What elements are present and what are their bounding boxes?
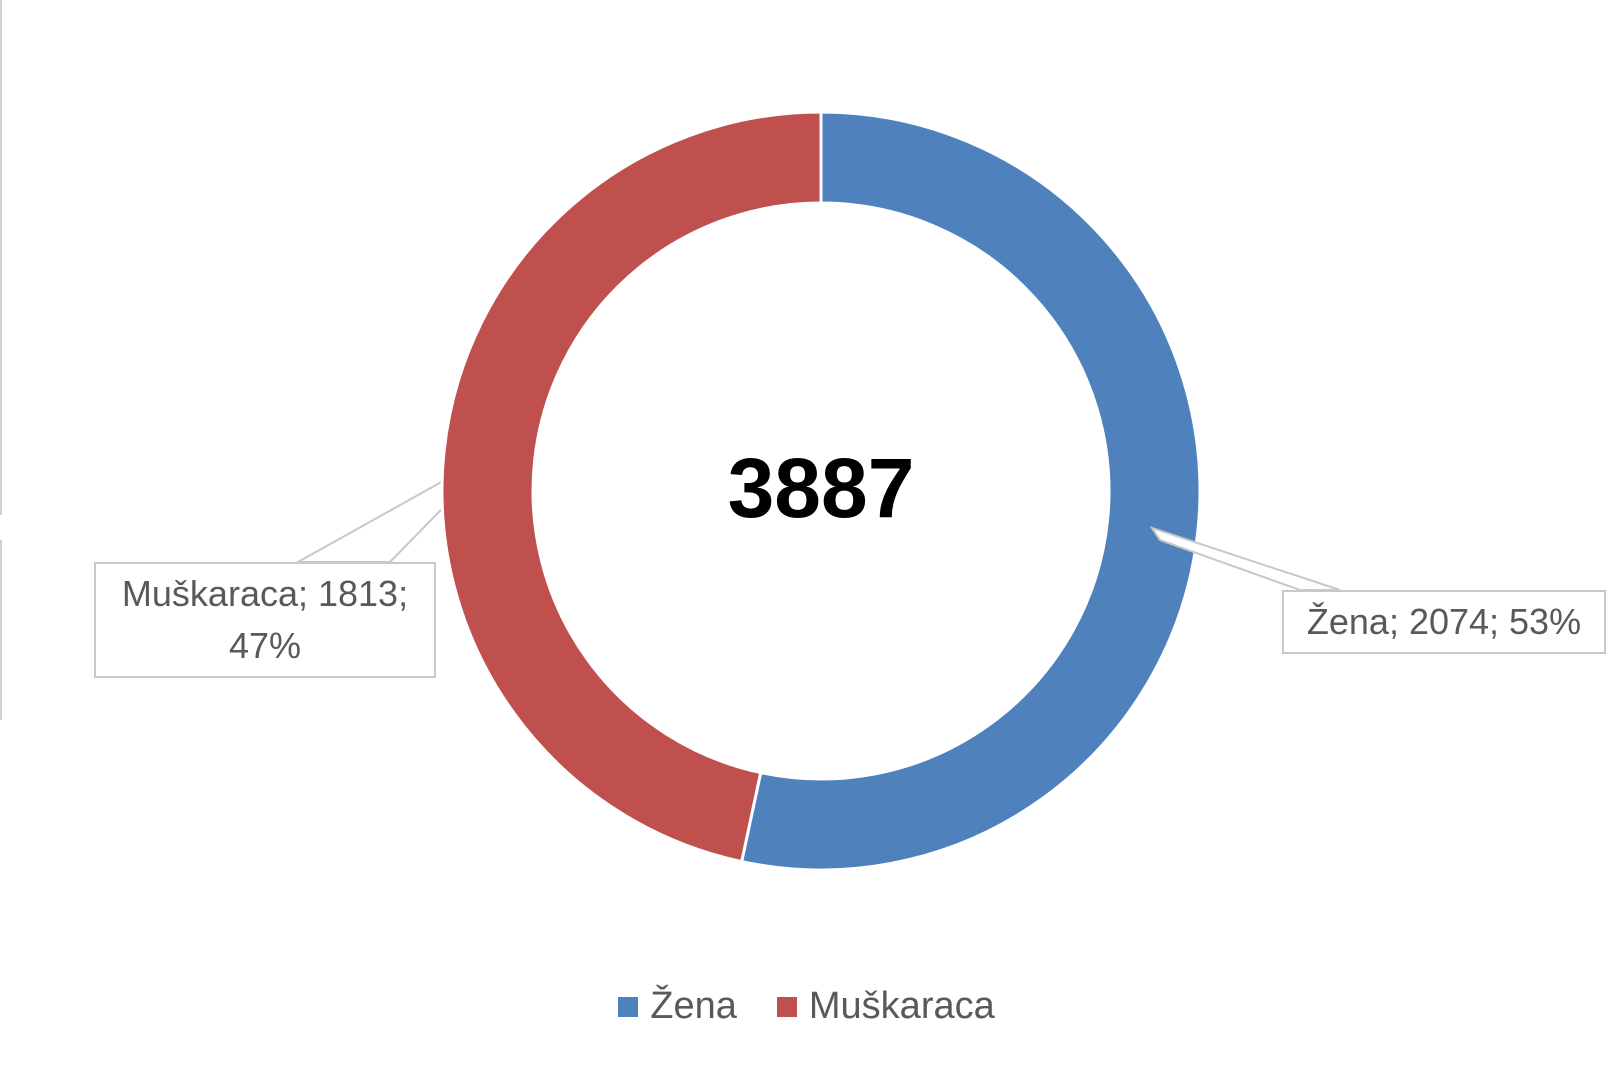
data-label: Žena; 2074; 53% [1282, 590, 1606, 654]
legend-item: Muškaraca [776, 985, 995, 1028]
data-label: Muškaraca; 1813; 47% [94, 562, 436, 678]
legend-item: Žena [618, 985, 737, 1028]
legend-label: Muškaraca [808, 985, 995, 1027]
legend: Žena Muškaraca [0, 985, 1613, 1028]
legend-label: Žena [650, 985, 737, 1027]
legend-swatch [776, 996, 797, 1017]
legend-swatch [618, 996, 639, 1017]
donut-segment [440, 110, 823, 864]
center-label: 3887 [727, 441, 915, 535]
donut-segment [739, 110, 1202, 872]
